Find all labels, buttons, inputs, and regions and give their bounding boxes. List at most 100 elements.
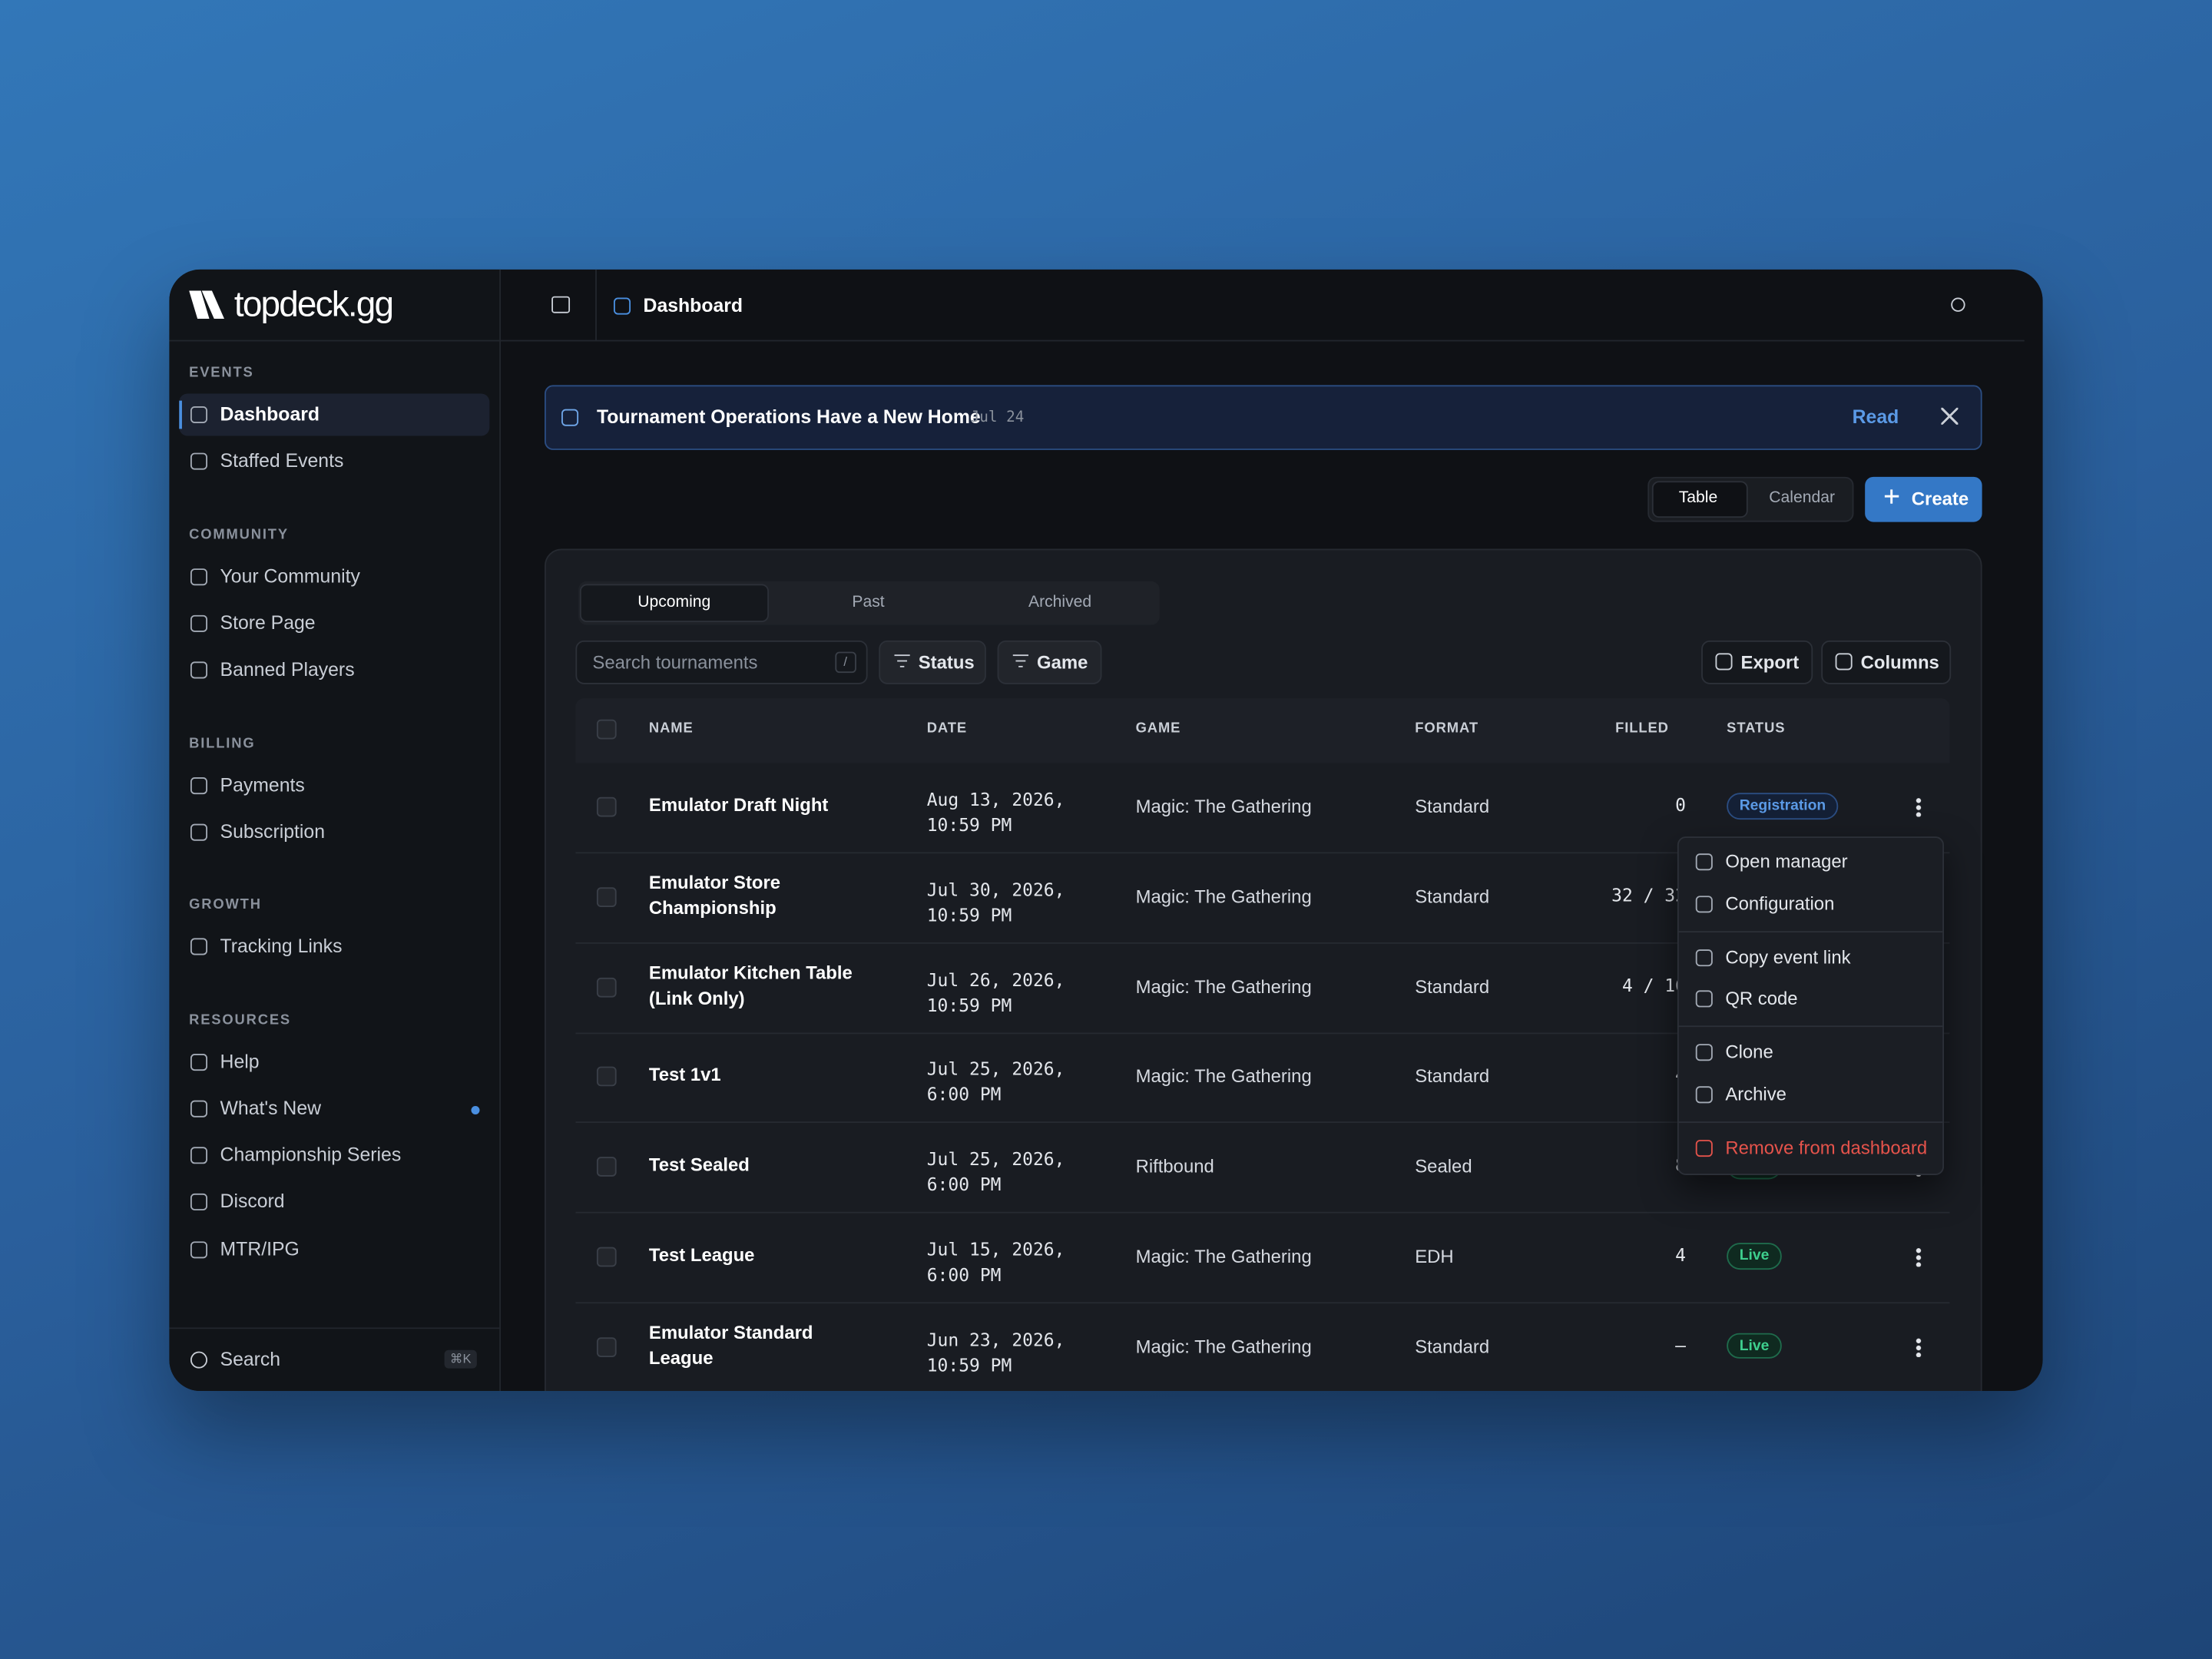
search-key: / [835, 651, 856, 674]
event-filled: 4 / 16 [1621, 974, 1686, 995]
event-filled: — [1675, 1334, 1686, 1356]
nav-label: Payments [220, 774, 305, 796]
event-date: Jul 25, 2026, [926, 1148, 1065, 1171]
create-icon [1884, 489, 1899, 504]
event-filled: 32 / 32 [1611, 884, 1686, 906]
column-header[interactable]: GAME [1135, 720, 1181, 737]
tab[interactable]: Past [852, 594, 885, 611]
status-badge: Live [1727, 1333, 1782, 1359]
checkbox[interactable] [596, 1157, 617, 1177]
theme-toggle[interactable] [1951, 297, 1965, 312]
icon [1695, 1140, 1713, 1157]
icon [190, 614, 208, 632]
filter-label: Game [1037, 651, 1088, 674]
action-button[interactable] [1701, 640, 1813, 684]
menu-label: Remove from dashboard [1725, 1137, 1928, 1158]
menu-label: Clone [1725, 1041, 1773, 1063]
icon [1695, 896, 1713, 913]
checkbox[interactable] [596, 1067, 617, 1088]
create-button[interactable] [1865, 476, 1982, 522]
event-name[interactable]: Test League [648, 1244, 755, 1266]
column-header[interactable]: NAME [648, 720, 694, 737]
menu-item[interactable] [1683, 1076, 1938, 1113]
event-date: 6:00 PM [926, 1084, 1002, 1105]
event-name[interactable]: Emulator Standard League [648, 1321, 813, 1369]
event-date: Jul 26, 2026, [926, 969, 1065, 990]
banner-close[interactable] [1941, 407, 1959, 425]
row-divider [575, 1031, 1950, 1034]
checkbox[interactable] [596, 1247, 617, 1267]
view-option[interactable]: Table [1678, 489, 1718, 507]
checkbox[interactable] [596, 886, 617, 907]
panel-toggle[interactable] [551, 296, 571, 313]
event-game: Magic: The Gathering [1135, 975, 1312, 997]
checkbox[interactable] [596, 796, 617, 817]
event-filled: 4 [1675, 1244, 1686, 1266]
menu-item[interactable] [1683, 1034, 1938, 1071]
sidebar [169, 269, 502, 1392]
section-label: RESOURCES [189, 1012, 292, 1028]
event-game: Riftbound [1135, 1155, 1214, 1177]
icon [1695, 1044, 1713, 1061]
nav-label: Store Page [220, 612, 316, 634]
row-menu[interactable] [1916, 796, 1922, 817]
icon [190, 568, 208, 586]
event-date: 10:59 PM [926, 1353, 1012, 1376]
column-header[interactable]: FORMAT [1415, 720, 1479, 737]
menu-item[interactable] [1683, 981, 1938, 1018]
row-divider [575, 1302, 1950, 1304]
event-name[interactable]: Test Sealed [648, 1154, 750, 1176]
checkbox[interactable] [596, 1336, 617, 1357]
banner-read[interactable]: Read [1852, 406, 1899, 428]
header-divider [169, 339, 2025, 342]
tab[interactable]: Archived [1028, 594, 1092, 611]
column-header[interactable]: STATUS [1727, 720, 1786, 737]
icon [190, 1351, 208, 1369]
event-name[interactable]: Test 1v1 [648, 1064, 721, 1086]
event-name[interactable]: Emulator Kitchen Table (Link Only) [648, 961, 853, 1008]
action-label: Export [1740, 651, 1800, 674]
section-label: BILLING [189, 736, 256, 752]
row-menu[interactable] [1916, 1336, 1922, 1357]
event-name[interactable]: Emulator Store Championship [648, 871, 781, 919]
menu-divider [1678, 1121, 1943, 1124]
nav-label: Subscription [220, 820, 325, 843]
action-button[interactable] [1821, 640, 1952, 684]
search-input[interactable] [575, 640, 868, 684]
event-game: Magic: The Gathering [1135, 886, 1312, 907]
row-menu[interactable] [1916, 1247, 1922, 1267]
checkbox[interactable] [596, 719, 617, 740]
view-option[interactable]: Calendar [1769, 489, 1835, 507]
event-format: Standard [1415, 1336, 1490, 1357]
event-date: 10:59 PM [926, 994, 1012, 1015]
header-divider [595, 269, 597, 342]
icon [1695, 853, 1713, 871]
icon [190, 406, 208, 424]
event-filled: 8 [1545, 1157, 1686, 1174]
event-game: Magic: The Gathering [1135, 1245, 1312, 1267]
search-link[interactable]: Search [220, 1348, 281, 1370]
event-date: Jul 25, 2026, [926, 1058, 1065, 1080]
nav-item[interactable] [179, 393, 490, 436]
tab-active [579, 584, 770, 623]
icon [190, 777, 208, 795]
nav-label: Dashboard [220, 403, 320, 425]
checkbox[interactable] [596, 977, 617, 997]
column-header[interactable]: DATE [926, 720, 968, 737]
menu-label: Open manager [1725, 850, 1848, 873]
menu-divider [1678, 1025, 1943, 1028]
menu-label: Archive [1725, 1083, 1786, 1105]
icon [190, 661, 208, 679]
event-game: Magic: The Gathering [1135, 795, 1312, 817]
event-filled: 4 [1545, 1066, 1686, 1084]
nav-label: Discord [220, 1190, 285, 1212]
tab[interactable]: Upcoming [637, 594, 711, 611]
app-window: topdeck.gg EVENTS Dashboard Staffed Events C… [169, 269, 2043, 1392]
row-divider [575, 1212, 1950, 1214]
sidebar-divider [169, 1327, 502, 1330]
column-header[interactable]: FILLED [1615, 720, 1669, 737]
icon [561, 409, 579, 426]
section-label: GROWTH [189, 897, 262, 913]
event-format: Sealed [1415, 1155, 1472, 1177]
event-name[interactable]: Emulator Draft Night [648, 794, 829, 816]
